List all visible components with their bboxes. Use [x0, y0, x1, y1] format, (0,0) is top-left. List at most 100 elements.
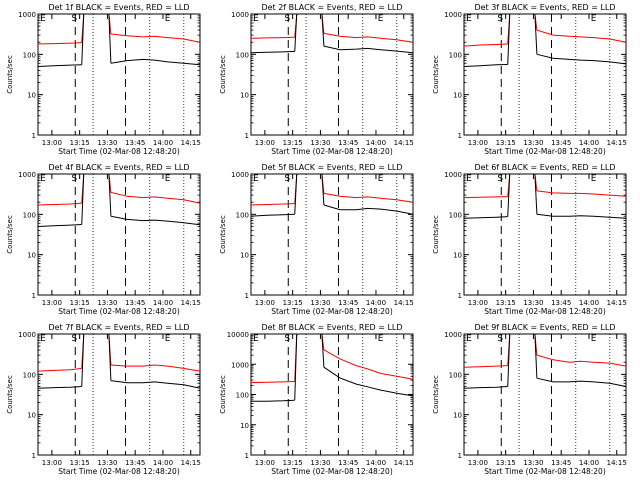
x-tick-label: 13:45 — [125, 139, 145, 147]
x-tick-label: 13:45 — [551, 139, 571, 147]
end-marker-left: E — [253, 334, 259, 344]
x-tick-label: 14:00 — [579, 299, 599, 307]
lld-series-line — [250, 192, 414, 206]
panel-title: Det 3f BLACK = Events, RED = LLD — [474, 3, 615, 12]
y-tick-label: 1 — [458, 292, 462, 300]
end-marker-left: E — [253, 14, 259, 24]
series-spike-line — [507, 333, 511, 387]
x-tick-label: 13:30 — [310, 299, 330, 307]
y-axis-label: Counts/sec — [6, 55, 14, 94]
lld-series-line — [250, 349, 414, 383]
x-axis-label: Start Time (02-Mar-08 12:48:20) — [271, 467, 393, 476]
x-tick-label: 13:00 — [42, 139, 62, 147]
start-marker: S — [71, 174, 77, 184]
y-tick-label: 10 — [27, 412, 36, 420]
end-marker-right: E — [165, 334, 171, 344]
series-spike-line — [534, 333, 538, 379]
y-tick-label: 1000 — [231, 11, 249, 19]
x-axis-label: Start Time (02-Mar-08 12:48:20) — [58, 147, 180, 156]
x-tick-label: 14:00 — [366, 459, 386, 467]
y-tick-label: 10 — [240, 422, 249, 430]
y-tick-label: 1000 — [444, 11, 462, 19]
start-marker: S — [284, 14, 290, 24]
x-axis-label: Start Time (02-Mar-08 12:48:20) — [484, 307, 606, 316]
x-tick-label: 13:15 — [496, 299, 516, 307]
series-spike-line — [534, 173, 538, 215]
y-tick-label: 1 — [245, 132, 249, 140]
y-axis-label: Counts/sec — [6, 215, 14, 254]
events-series-line — [250, 204, 414, 217]
x-tick-label: 13:00 — [42, 459, 62, 467]
x-tick-label: 14:00 — [579, 459, 599, 467]
detector-panel: Det 7f BLACK = Events, RED = LLD 1 10 100 10… — [6, 323, 201, 476]
events-series-line — [463, 377, 627, 389]
plot-frame — [463, 173, 627, 296]
end-marker-right: E — [591, 174, 597, 184]
plot-frame — [463, 333, 627, 456]
x-tick-label: 13:45 — [551, 459, 571, 467]
x-axis-label: Start Time (02-Mar-08 12:48:20) — [484, 467, 606, 476]
y-tick-label: 1000 — [444, 171, 462, 179]
y-tick-label: 100 — [449, 51, 462, 59]
start-marker: S — [497, 334, 503, 344]
plot-frame — [463, 13, 627, 136]
start-marker: S — [71, 14, 77, 24]
y-tick-label: 10 — [453, 252, 462, 260]
events-series-line — [463, 213, 627, 219]
y-axis-label: Counts/sec — [432, 55, 440, 94]
start-marker: S — [497, 174, 503, 184]
x-tick-label: 14:15 — [394, 299, 414, 307]
events-series-line — [37, 380, 201, 389]
end-marker-right: E — [591, 334, 597, 344]
end-marker-left: E — [253, 174, 259, 184]
x-tick-label: 13:15 — [70, 299, 90, 307]
end-marker-left: E — [466, 174, 472, 184]
x-tick-label: 14:15 — [607, 459, 627, 467]
x-tick-label: 13:15 — [496, 459, 516, 467]
y-tick-label: 10 — [27, 252, 36, 260]
events-series-line — [250, 45, 414, 54]
panel-title: Det 8f BLACK = Events, RED = LLD — [261, 323, 402, 332]
y-tick-label: 1000 — [444, 331, 462, 339]
panel-title: Det 7f BLACK = Events, RED = LLD — [48, 323, 189, 332]
x-axis-label: Start Time (02-Mar-08 12:48:20) — [484, 147, 606, 156]
y-tick-label: 1 — [458, 132, 462, 140]
x-tick-label: 13:30 — [523, 299, 543, 307]
x-tick-label: 14:15 — [607, 299, 627, 307]
plot-frame — [37, 173, 201, 296]
y-tick-label: 10 — [27, 92, 36, 100]
x-tick-label: 14:00 — [366, 139, 386, 147]
x-tick-label: 14:00 — [579, 139, 599, 147]
y-tick-label: 100 — [449, 211, 462, 219]
detector-panel: Det 9f BLACK = Events, RED = LLD 1 10 100 10… — [432, 323, 627, 476]
y-tick-label: 1 — [458, 452, 462, 460]
y-tick-label: 100 — [23, 371, 36, 379]
y-axis-label: Counts/sec — [219, 375, 227, 414]
end-marker-left: E — [40, 14, 46, 24]
x-tick-label: 14:15 — [394, 139, 414, 147]
lld-series-line — [37, 364, 201, 372]
y-tick-label: 100 — [236, 51, 249, 59]
x-tick-label: 13:30 — [310, 139, 330, 147]
series-spike-line — [321, 173, 325, 206]
x-tick-label: 13:00 — [255, 139, 275, 147]
end-marker-right: E — [591, 14, 597, 24]
end-marker-right: E — [378, 174, 384, 184]
end-marker-right: E — [378, 14, 384, 24]
y-tick-label: 10 — [453, 92, 462, 100]
y-tick-label: 1000 — [18, 11, 36, 19]
x-tick-label: 14:15 — [607, 139, 627, 147]
x-axis-label: Start Time (02-Mar-08 12:48:20) — [58, 467, 180, 476]
x-tick-label: 13:30 — [97, 139, 117, 147]
series-spike-line — [294, 333, 298, 401]
series-spike-line — [81, 333, 85, 387]
x-tick-label: 13:15 — [283, 459, 303, 467]
x-tick-label: 13:00 — [255, 459, 275, 467]
lld-series-line — [463, 29, 627, 47]
y-tick-label: 1 — [245, 452, 249, 460]
x-tick-label: 13:45 — [551, 299, 571, 307]
y-tick-label: 1 — [32, 292, 36, 300]
x-tick-label: 13:00 — [468, 299, 488, 307]
detector-panel: Det 2f BLACK = Events, RED = LLD 1 10 100 10… — [219, 3, 414, 156]
